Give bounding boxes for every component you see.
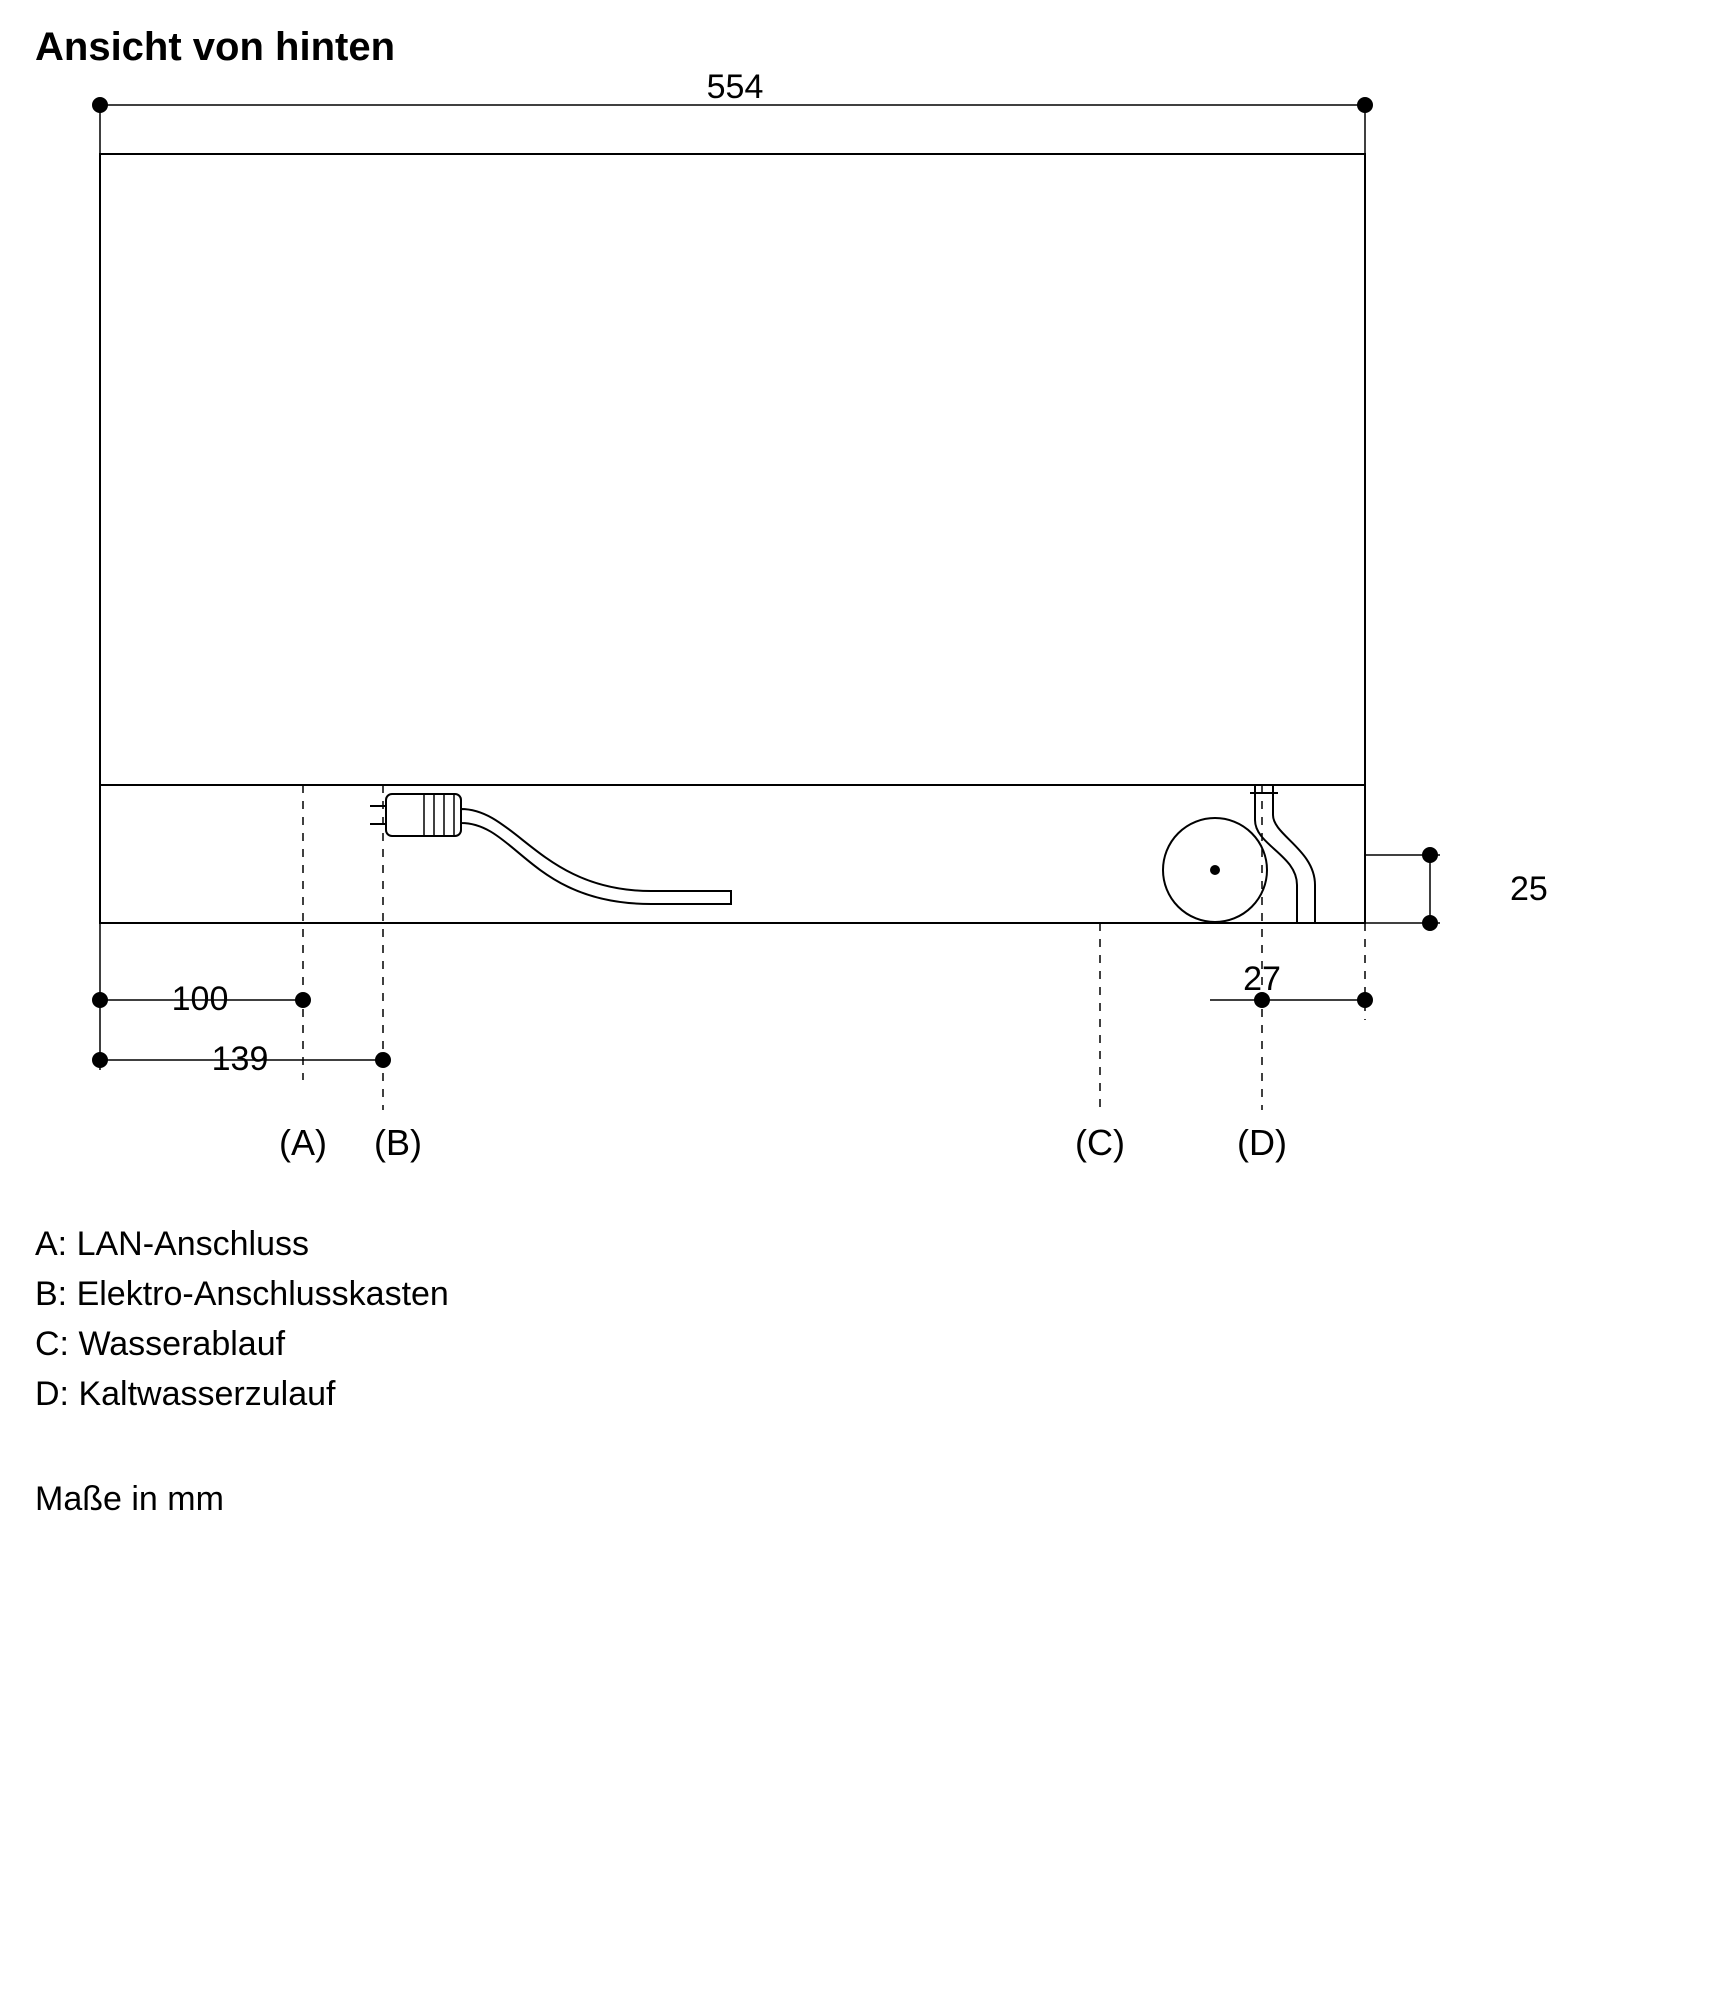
marker-b: (B) (374, 1122, 422, 1163)
drawing-title: Ansicht von hinten (35, 25, 395, 69)
legend-item-d: D: Kaltwasserzulauf (35, 1375, 336, 1413)
dim-offset-b-label: 139 (212, 1040, 269, 1078)
legend-item-a: A: LAN-Anschluss (35, 1225, 309, 1263)
dim-offset-a-label: 100 (172, 980, 229, 1018)
drain-outlet-icon (1163, 818, 1267, 922)
units-note: Maße in mm (35, 1480, 224, 1518)
dim-offset-d-label: 27 (1243, 960, 1281, 998)
dim-width-top-label: 554 (707, 68, 764, 106)
dim-offset-a: 100 (93, 980, 310, 1018)
marker-a: (A) (279, 1122, 327, 1163)
dim-height-right-label: 25 (1510, 870, 1548, 908)
marker-d: (D) (1237, 1122, 1287, 1163)
legend-item-c: C: Wasserablauf (35, 1325, 286, 1363)
marker-c: (C) (1075, 1122, 1125, 1163)
legend: A: LAN-Anschluss B: Elektro-Anschlusskas… (35, 1225, 449, 1413)
legend-item-b: B: Elektro-Anschlusskasten (35, 1275, 449, 1313)
water-inlet-icon (1250, 785, 1315, 923)
technical-drawing: Ansicht von hinten 554 (0, 0, 1719, 2000)
dim-width-top: 554 (93, 68, 1372, 154)
appliance-outline (100, 154, 1365, 923)
dim-offset-d: 27 (1210, 960, 1372, 1007)
dashed-extension-lines (303, 785, 1365, 1110)
dim-offset-b: 139 (93, 1040, 390, 1078)
dim-height-right: 25 (1365, 848, 1548, 930)
power-plug-icon (370, 794, 731, 904)
